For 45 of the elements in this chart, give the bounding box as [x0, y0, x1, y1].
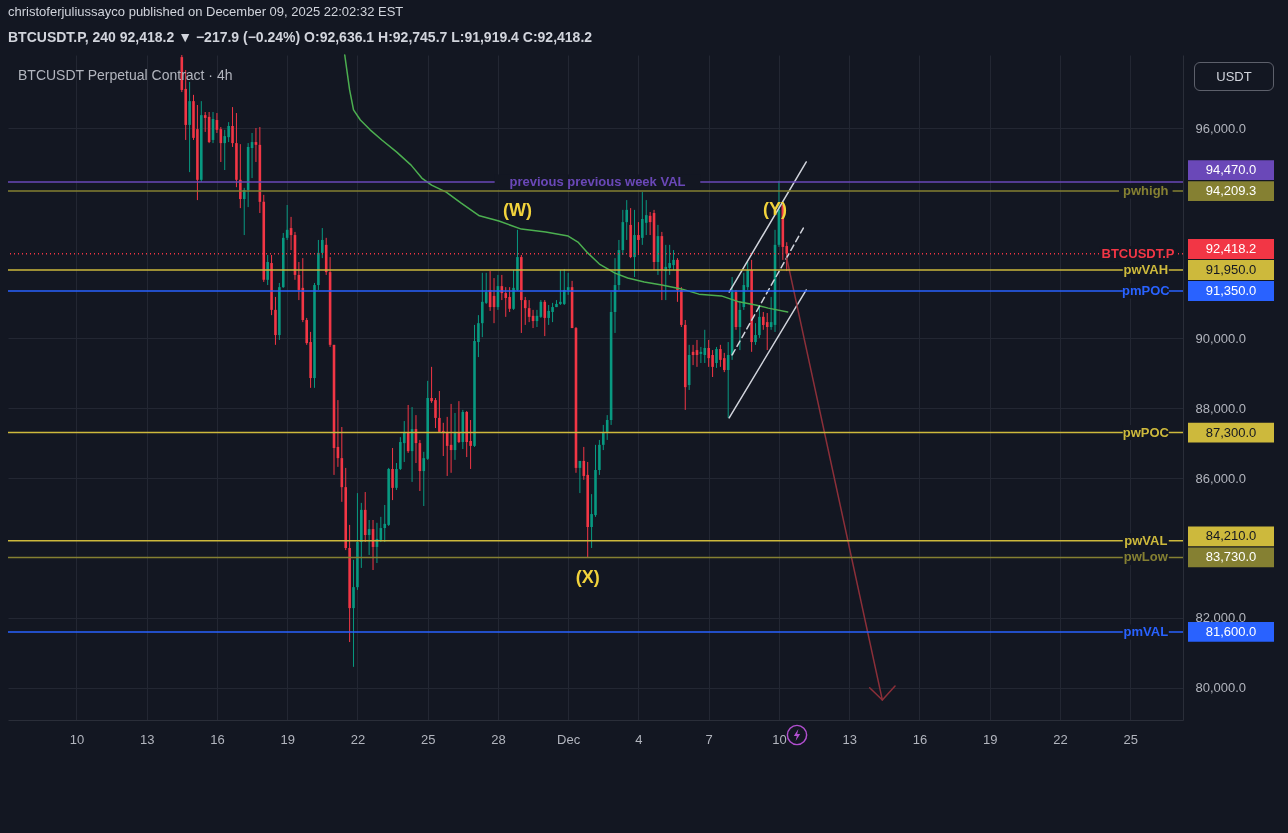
ref-line-label: 91,350.0 [1205, 283, 1257, 298]
y-tick-label: 96,000.0 [1195, 120, 1247, 136]
text: christoferjuliussayco published on December 09, 2025 22:02:32 EST [8, 3, 405, 21]
ref-line-label: 83,730.0 [1205, 549, 1257, 565]
ref-line-label: 84,210.0 [1205, 528, 1257, 544]
y-tick-label: 90,000.0 [1195, 330, 1247, 346]
x-tick-label: 22 [1053, 731, 1068, 747]
x-tick-label: 13 [139, 731, 155, 747]
ref-line-label: 94,470.0 [1205, 162, 1257, 178]
y-tick-label: 80,000.0 [1195, 680, 1247, 696]
ref-line-label: 81,600.0 [1205, 623, 1257, 639]
ref-line-label: 91,950.0 [1205, 262, 1257, 277]
x-tick-label: 16 [912, 731, 928, 747]
annotation: (X) [575, 567, 600, 588]
annotation: BTCUSDT.P [1101, 245, 1175, 261]
text: BTCUSDT.P, 240 92,418.2 ▼ −217.9 (−0.24%) O:92,636.1 H:92,745.7 L:91,919.4 C:92,418.2 [8, 28, 593, 47]
x-tick-label: 22 [350, 731, 366, 747]
x-tick-label: 16 [210, 731, 225, 747]
x-tick-label: 25 [420, 731, 436, 747]
y-tick-label: 82,000.0 [1195, 610, 1247, 626]
x-tick-label: 13 [842, 731, 857, 747]
x-tick-label: Dec [557, 731, 581, 747]
annotation: pwLow [1123, 549, 1169, 565]
x-tick-label: 10 [772, 731, 787, 747]
annotation: pmVAL [1123, 623, 1169, 639]
x-tick-label: 10 [69, 731, 85, 747]
annotation: pmPOC [1121, 283, 1171, 298]
ref-line-label: 87,300.0 [1205, 424, 1257, 440]
y-tick-label: 88,000.0 [1195, 400, 1247, 416]
x-tick-label: 19 [982, 731, 998, 747]
annotation: pwVAH [1123, 262, 1169, 278]
y-axis-title: USDT [1194, 62, 1274, 91]
annotation: pwVAL [1124, 532, 1168, 548]
x-tick-label: 7 [705, 731, 713, 747]
annotation: previous previous week VAL [509, 173, 686, 189]
annotation: (W) [502, 199, 532, 220]
annotation: pwPOC [1122, 424, 1170, 440]
ref-line-label: 92,418.2 [1205, 241, 1257, 256]
annotation: pwhigh [1123, 183, 1169, 199]
x-tick-label: 4 [635, 731, 643, 747]
x-tick-label: 25 [1123, 731, 1138, 747]
x-tick-label: 19 [280, 731, 295, 747]
ref-line-label: 94,209.3 [1205, 183, 1257, 199]
x-tick-label: 28 [491, 731, 506, 747]
y-tick-label: 86,000.0 [1195, 470, 1247, 486]
